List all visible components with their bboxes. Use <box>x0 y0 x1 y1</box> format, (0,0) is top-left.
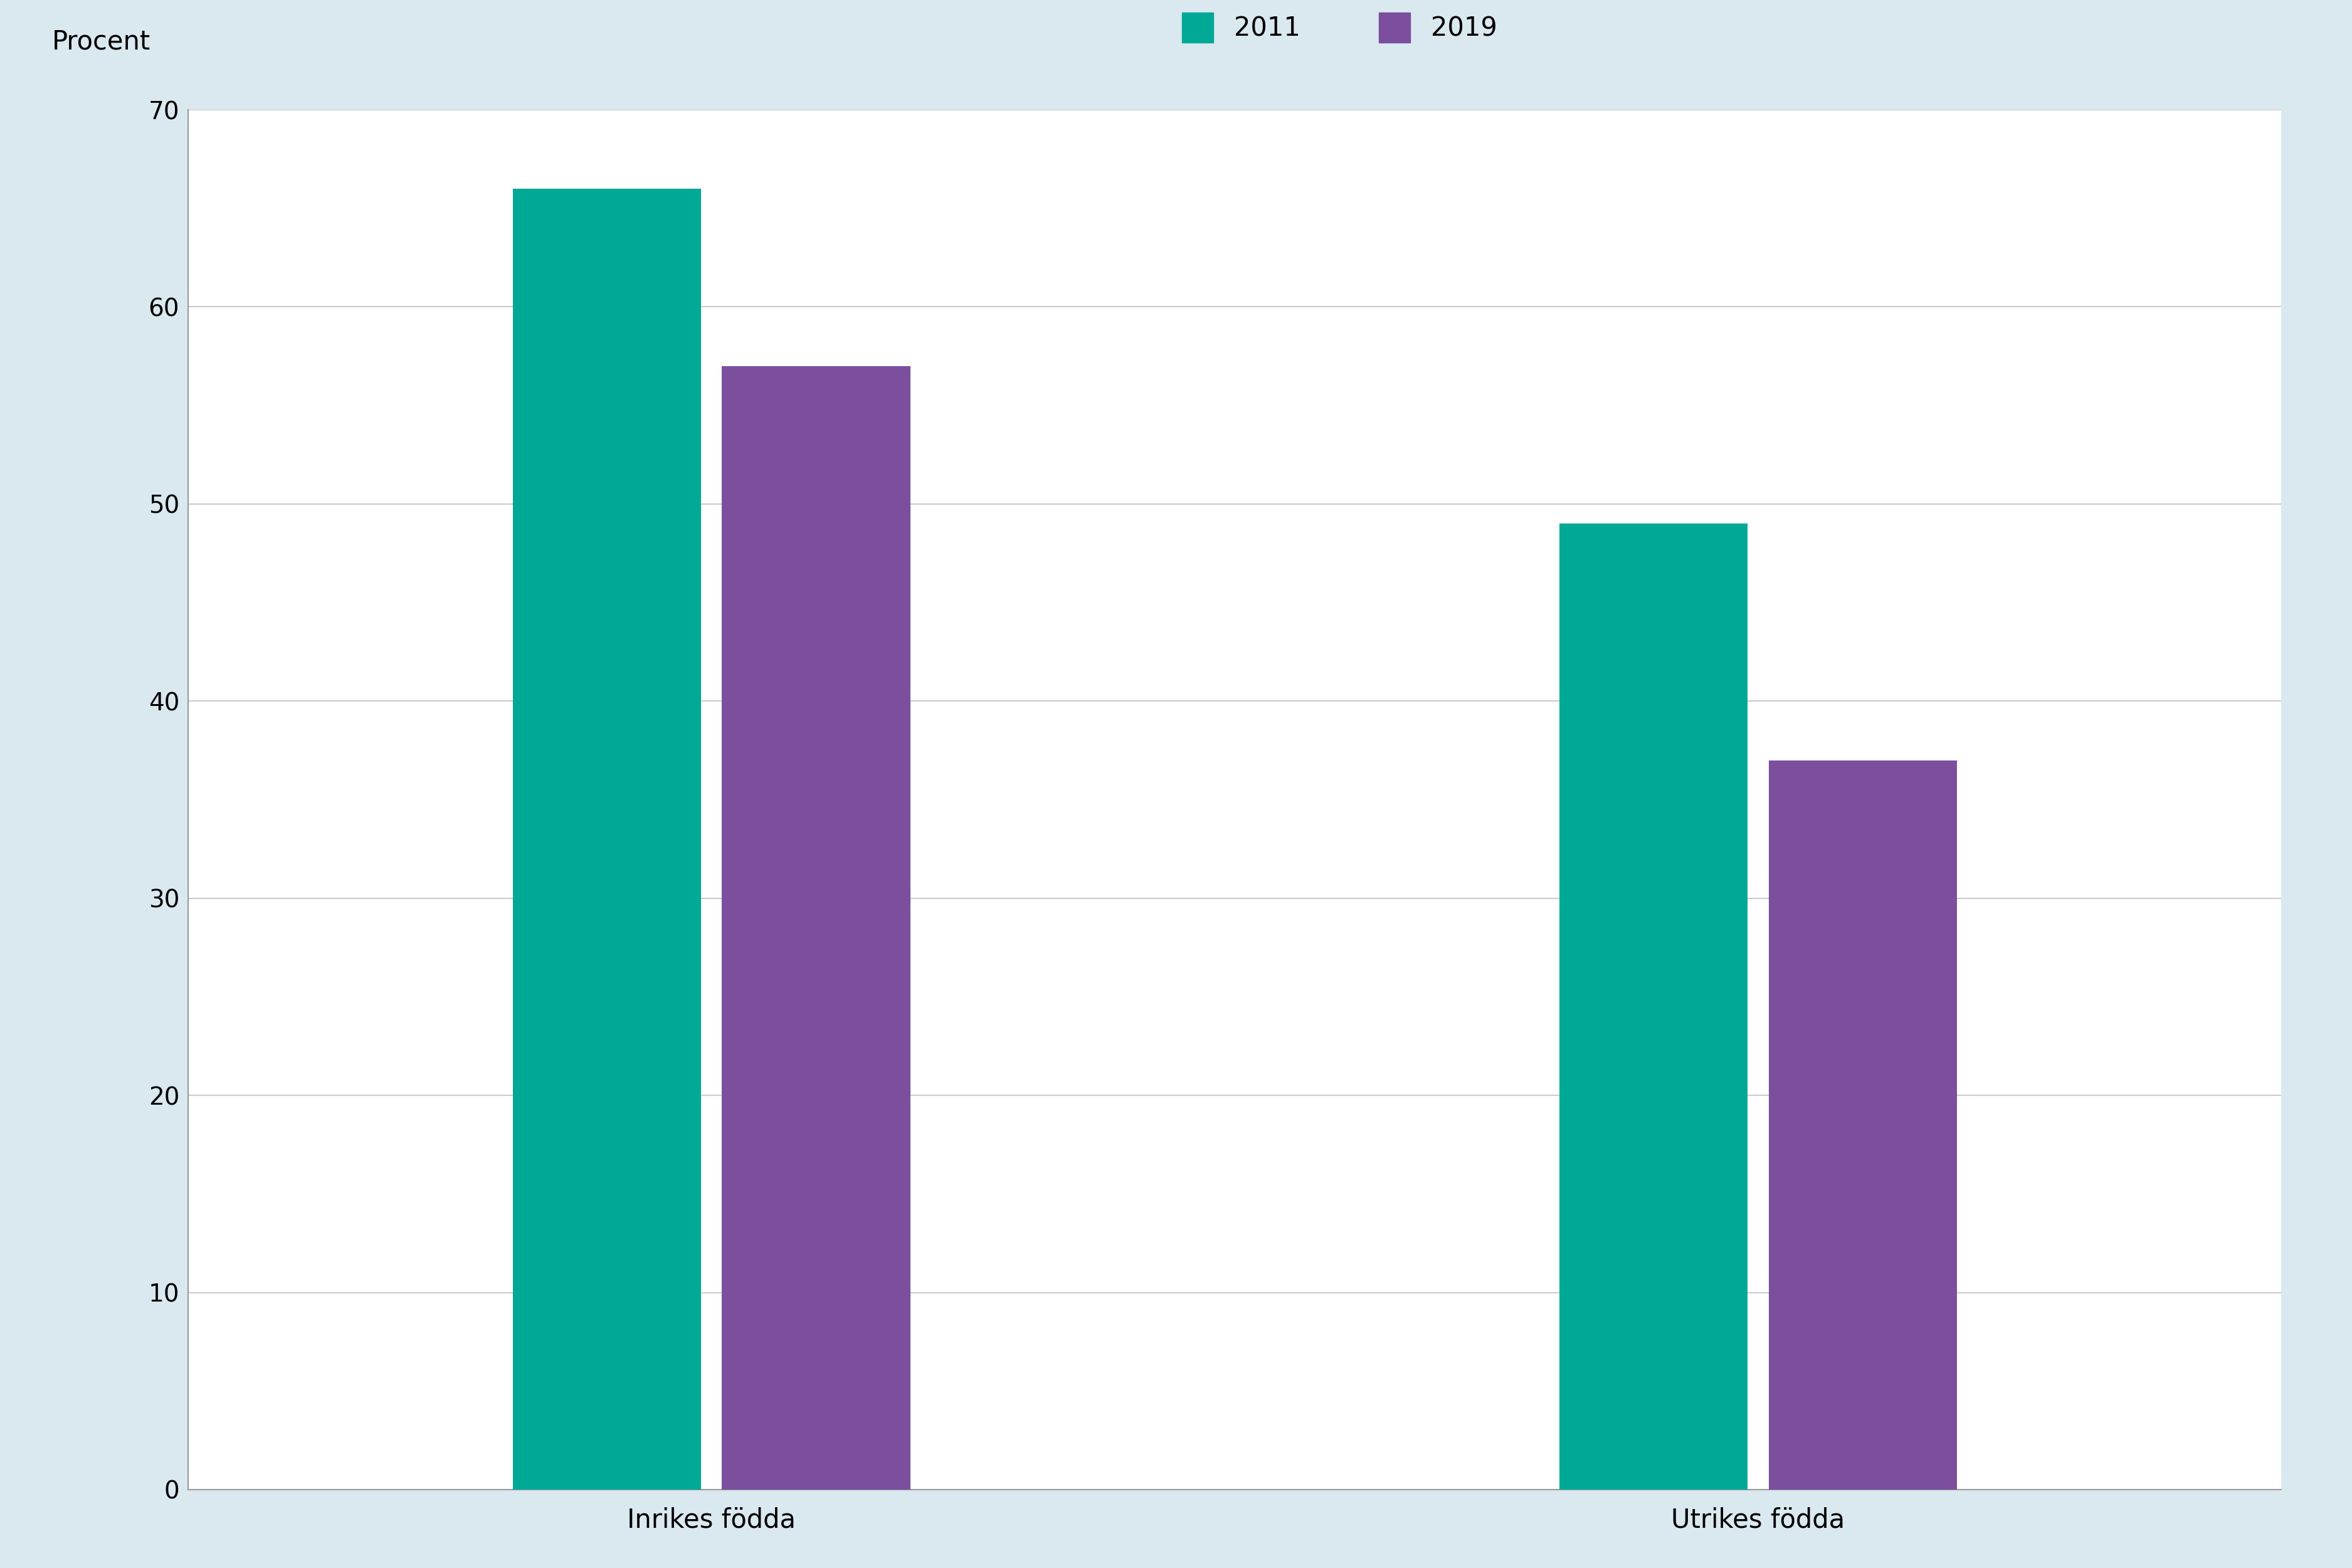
Text: Procent: Procent <box>52 28 151 55</box>
Legend: 2011, 2019: 2011, 2019 <box>1181 13 1498 42</box>
Bar <box>1769 760 1957 1490</box>
Bar <box>722 365 910 1490</box>
Bar <box>513 188 701 1490</box>
Bar <box>1559 524 1748 1490</box>
